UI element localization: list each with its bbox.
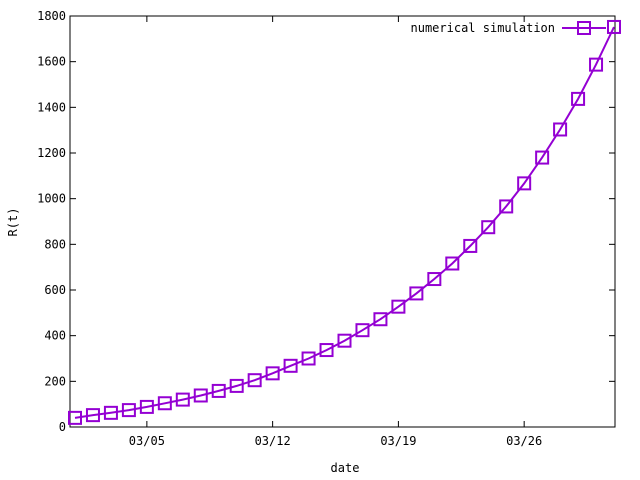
plot-frame xyxy=(69,15,616,428)
data-point-marker xyxy=(265,366,280,381)
y-tick-label: 1400 xyxy=(37,100,66,114)
data-point-marker xyxy=(211,383,226,398)
series-line xyxy=(74,26,615,419)
data-point-marker xyxy=(337,333,352,348)
x-axis: 03/05 03/12 03/19 03/26 xyxy=(129,16,542,448)
x-tick-label: 03/12 xyxy=(255,434,291,448)
data-point-marker xyxy=(499,199,514,214)
data-point-marker xyxy=(427,272,442,287)
data-point-marker xyxy=(373,312,388,327)
data-point-marker xyxy=(571,91,586,106)
data-point-marker xyxy=(229,378,244,393)
data-point-marker xyxy=(139,399,154,414)
x-tick-label: 03/19 xyxy=(380,434,416,448)
data-point-marker xyxy=(283,358,298,373)
data-point-marker xyxy=(589,57,604,72)
y-axis-label: R(t) xyxy=(6,208,20,237)
y-tick-label: 200 xyxy=(44,374,66,388)
legend-marker-square xyxy=(577,21,591,35)
y-tick-label: 600 xyxy=(44,283,66,297)
x-tick-label: 03/26 xyxy=(506,434,542,448)
data-point-marker xyxy=(301,351,316,366)
y-tick-label: 0 xyxy=(59,420,66,434)
y-tick-label: 1800 xyxy=(37,9,66,23)
x-axis-label: date xyxy=(331,461,360,475)
data-point-marker xyxy=(247,373,262,388)
data-point-marker xyxy=(121,403,136,418)
x-tick-label: 03/05 xyxy=(129,434,165,448)
data-point-marker xyxy=(85,408,100,423)
data-point-marker xyxy=(535,150,550,165)
y-tick-label: 1600 xyxy=(37,55,66,69)
data-point-marker xyxy=(517,176,532,191)
data-point-marker xyxy=(553,122,568,137)
data-point-marker xyxy=(319,343,334,358)
data-point-marker xyxy=(607,19,621,34)
y-axis: 0 200 400 600 800 1000 1200 1400 1600 1800 xyxy=(37,9,615,434)
y-tick-label: 400 xyxy=(44,329,66,343)
data-point-marker xyxy=(481,220,496,235)
legend: numerical simulation xyxy=(411,21,606,35)
y-tick-label: 1000 xyxy=(37,192,66,206)
data-point-marker xyxy=(68,410,82,425)
y-tick-label: 1200 xyxy=(37,146,66,160)
data-point-marker xyxy=(445,256,460,271)
data-point-marker xyxy=(463,238,478,253)
legend-label: numerical simulation xyxy=(411,21,556,35)
series-layer xyxy=(68,19,621,425)
data-point-marker xyxy=(157,396,172,411)
y-tick-label: 800 xyxy=(44,237,66,251)
data-point-marker xyxy=(175,392,190,407)
data-point-marker xyxy=(355,323,370,338)
data-point-marker xyxy=(193,388,208,403)
data-point-marker xyxy=(409,286,424,301)
data-point-marker xyxy=(391,299,406,314)
data-point-marker xyxy=(103,405,118,420)
